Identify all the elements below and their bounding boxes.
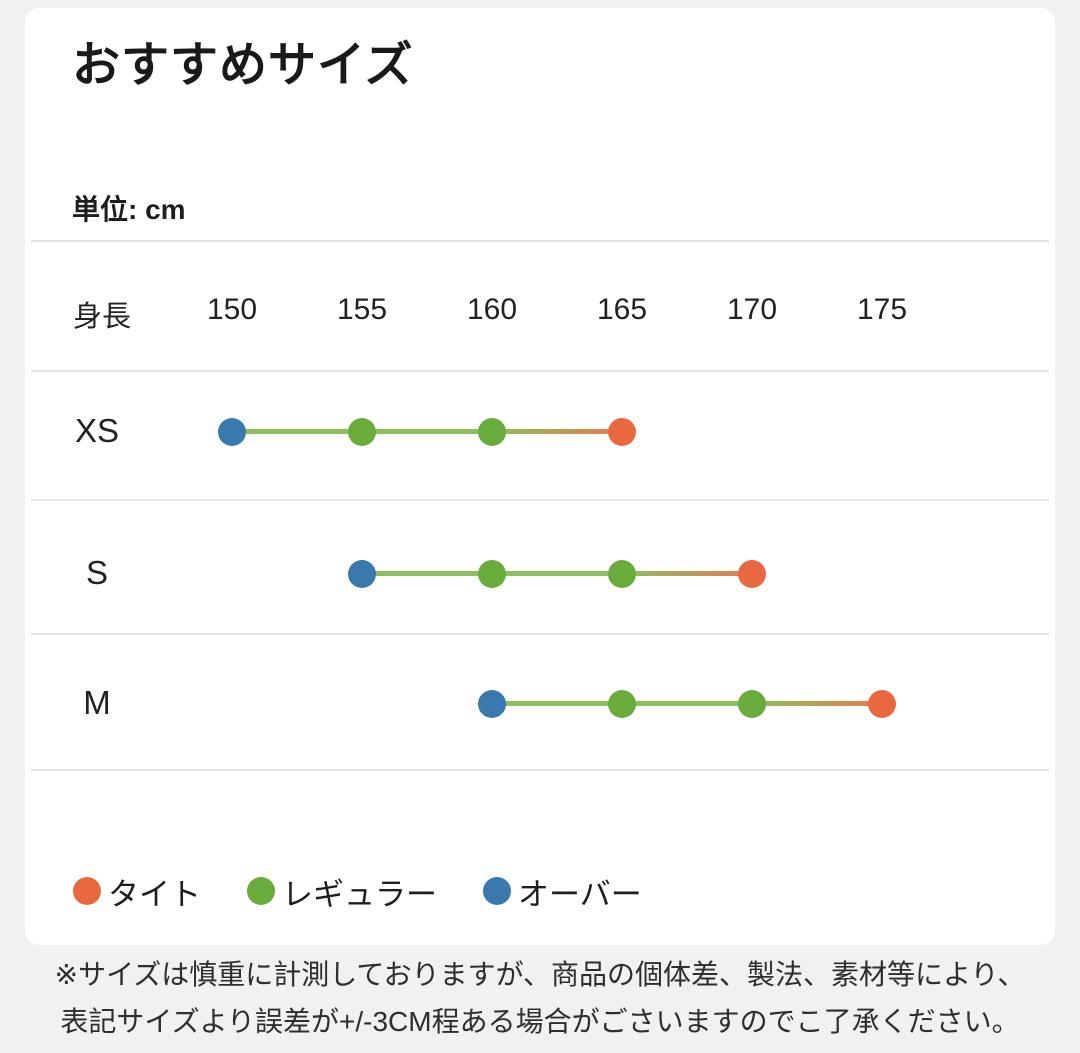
height-tick: 150 — [206, 293, 258, 326]
separator — [31, 499, 1049, 501]
dot-regular — [738, 690, 766, 718]
fit-line-segment — [362, 429, 492, 434]
dot-regular — [608, 560, 636, 588]
separator — [31, 769, 1049, 771]
height-tick: 155 — [336, 293, 388, 326]
fit-line-segment — [622, 701, 752, 706]
dot-tight — [738, 560, 766, 588]
dot-tight — [868, 690, 896, 718]
dot-tight — [608, 418, 636, 446]
unit-label: 単位: cm — [72, 194, 186, 225]
legend-label: オーバー — [518, 876, 642, 912]
fit-line-segment — [622, 571, 752, 576]
dot-regular — [478, 418, 506, 446]
height-tick: 160 — [466, 293, 518, 326]
fit-line-segment — [492, 429, 622, 434]
size-row-label-s: S — [85, 554, 108, 591]
legend-label: レギュラー — [282, 876, 437, 912]
fit-line-segment — [232, 429, 362, 434]
height-axis-label: 身長 — [73, 301, 132, 333]
fit-line-segment — [752, 701, 882, 706]
size-disclaimer: ※サイズは慎重に計測しておりますが、商品の個体差、製法、素材等により、 表記サイ… — [0, 951, 1080, 1045]
legend: タイト レギュラー オーバー — [73, 869, 642, 913]
size-row-label-m: M — [83, 684, 111, 721]
size-row-label-xs: XS — [74, 412, 120, 449]
height-tick: 165 — [596, 293, 648, 326]
page-title: おすすめサイズ — [72, 39, 414, 92]
dot-regular — [348, 418, 376, 446]
height-tick: 170 — [726, 293, 778, 326]
height-tick: 175 — [856, 293, 908, 326]
disclaimer-line-1: ※サイズは慎重に計測しておりますが、商品の個体差、製法、素材等により、 — [54, 959, 1026, 990]
legend-dot-over — [483, 877, 511, 905]
fit-line-segment — [492, 701, 622, 706]
legend-item-tight: タイト — [73, 869, 201, 914]
size-chart-card: おすすめサイズ 単位: cm 身長 150 155 160 165 170 175 XS S… — [25, 8, 1055, 945]
dot-over — [348, 560, 376, 588]
legend-dot-regular — [247, 877, 275, 905]
dot-over — [478, 690, 506, 718]
legend-dot-tight — [73, 877, 101, 905]
fit-line-segment — [362, 571, 492, 576]
dot-regular — [608, 690, 636, 718]
dot-over — [218, 418, 246, 446]
separator — [31, 240, 1049, 242]
dot-regular — [478, 560, 506, 588]
legend-item-over: オーバー — [483, 869, 642, 914]
fit-line-segment — [492, 571, 622, 576]
disclaimer-line-2: 表記サイズより誤差が+/-3CM程ある場合がごさいますのでこ了承ください。 — [60, 1006, 1020, 1037]
legend-label: タイト — [108, 876, 201, 912]
separator — [31, 633, 1049, 635]
legend-item-regular: レギュラー — [247, 869, 437, 914]
separator — [31, 370, 1049, 372]
